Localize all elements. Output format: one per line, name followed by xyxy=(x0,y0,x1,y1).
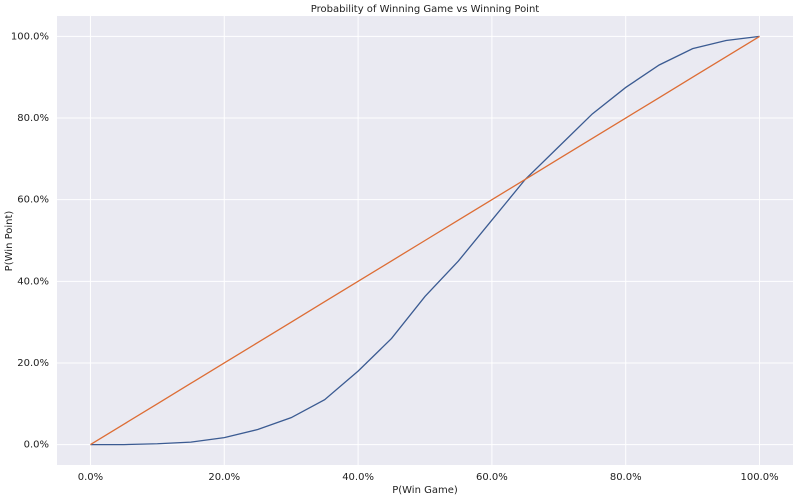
x-tick-label: 60.0% xyxy=(476,472,508,483)
y-tick-label: 80.0% xyxy=(17,113,49,124)
x-tick-label: 20.0% xyxy=(208,472,240,483)
line xyxy=(90,35,760,446)
y-tick-label: 20.0% xyxy=(17,358,49,369)
x-tick-label: 80.0% xyxy=(610,472,642,483)
line xyxy=(90,35,760,446)
y-tick-label: 60.0% xyxy=(17,195,49,206)
chart-title: Probability of Winning Game vs Winning P… xyxy=(311,4,540,15)
y-tick-label: 40.0% xyxy=(17,276,49,287)
y-axis-label: P(Win Point) xyxy=(4,211,15,272)
x-tick-label: 40.0% xyxy=(342,472,374,483)
y-tick-label: 100.0% xyxy=(11,31,49,42)
x-tick-label: 100.0% xyxy=(740,472,778,483)
x-axis-label: P(Win Game) xyxy=(392,485,458,496)
x-tick-label: 0.0% xyxy=(78,472,103,483)
y-tick-label: 0.0% xyxy=(24,440,49,451)
